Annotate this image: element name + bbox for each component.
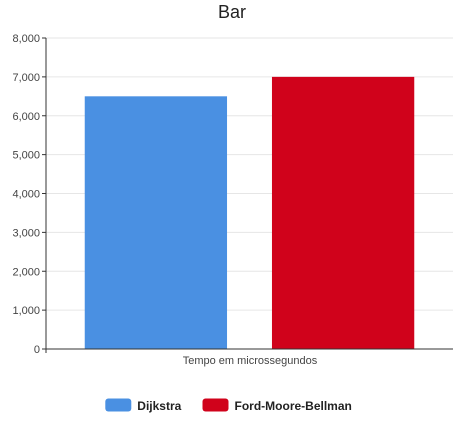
chart-title: Bar (218, 2, 246, 22)
y-tick-label: 7,000 (12, 72, 40, 84)
y-tick-label: 0 (34, 344, 40, 356)
y-tick-label: 6,000 (12, 111, 40, 123)
y-tick-label: 8,000 (12, 33, 40, 45)
y-tick-label: 5,000 (12, 150, 40, 162)
y-tick-label: 3,000 (12, 227, 40, 239)
legend-swatch (202, 398, 229, 412)
bar-dijkstra[interactable] (84, 96, 228, 349)
bars (84, 76, 415, 349)
y-tick-label: 4,000 (12, 189, 40, 201)
y-tick-label: 2,000 (12, 266, 40, 278)
x-axis-label: Tempo em microssegundos (183, 355, 318, 367)
legend: Dijkstra Ford-Moore-Bellman (105, 398, 352, 413)
legend-swatch (105, 398, 132, 412)
y-tick-label: 1,000 (12, 305, 40, 317)
y-axis-ticks: 0 1,000 2,000 3,000 4,000 5,000 6,000 7,000 8,00… (12, 33, 46, 356)
legend-label[interactable]: Ford-Moore-Bellman (235, 399, 352, 413)
legend-label[interactable]: Dijkstra (137, 399, 181, 413)
bar-ford-moore-bellman[interactable] (271, 76, 415, 349)
